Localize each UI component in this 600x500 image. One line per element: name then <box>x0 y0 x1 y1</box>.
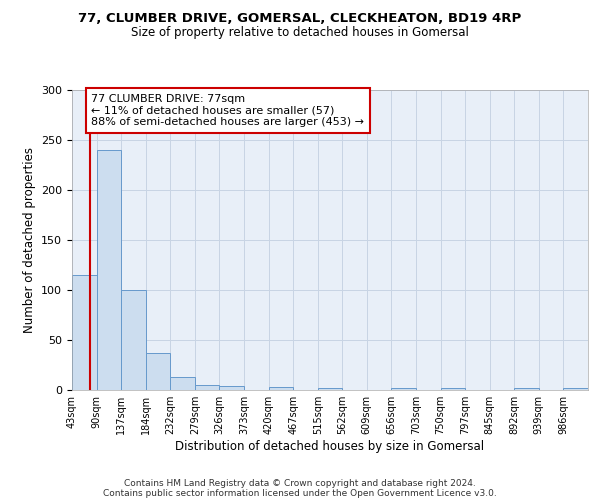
Text: Size of property relative to detached houses in Gomersal: Size of property relative to detached ho… <box>131 26 469 39</box>
Bar <box>195 385 220 390</box>
Text: 77, CLUMBER DRIVE, GOMERSAL, CLECKHEATON, BD19 4RP: 77, CLUMBER DRIVE, GOMERSAL, CLECKHEATON… <box>79 12 521 26</box>
X-axis label: Distribution of detached houses by size in Gomersal: Distribution of detached houses by size … <box>175 440 485 453</box>
Bar <box>97 150 121 390</box>
Bar <box>318 388 342 390</box>
Text: 77 CLUMBER DRIVE: 77sqm
← 11% of detached houses are smaller (57)
88% of semi-de: 77 CLUMBER DRIVE: 77sqm ← 11% of detache… <box>91 94 364 127</box>
Bar <box>391 388 416 390</box>
Text: Contains HM Land Registry data © Crown copyright and database right 2024.: Contains HM Land Registry data © Crown c… <box>124 478 476 488</box>
Bar <box>269 387 293 390</box>
Bar <box>121 290 146 390</box>
Y-axis label: Number of detached properties: Number of detached properties <box>23 147 35 333</box>
Bar <box>440 388 465 390</box>
Bar <box>514 388 539 390</box>
Bar <box>563 388 588 390</box>
Text: Contains public sector information licensed under the Open Government Licence v3: Contains public sector information licen… <box>103 488 497 498</box>
Bar <box>146 353 170 390</box>
Bar <box>220 386 244 390</box>
Bar <box>170 377 195 390</box>
Bar <box>72 275 97 390</box>
